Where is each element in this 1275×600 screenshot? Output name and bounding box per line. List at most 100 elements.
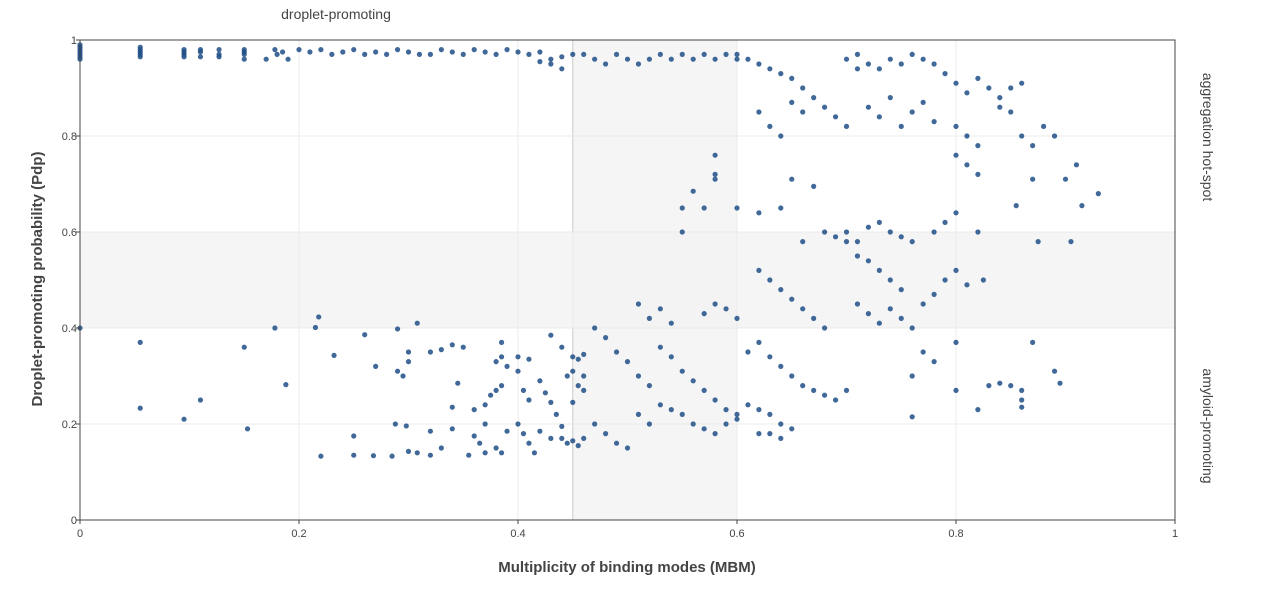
data-point [1013,203,1019,209]
data-point [679,205,685,211]
data-point [1008,383,1014,389]
data-point [1035,239,1041,245]
data-point [427,51,433,58]
data-point [241,49,247,55]
data-point [745,402,751,408]
data-point [975,143,981,149]
data-point [592,421,598,427]
data-point [272,47,278,53]
data-point [679,411,685,417]
data-point [460,51,466,58]
data-point [373,49,379,55]
plot-frame [79,39,1176,521]
data-point [898,315,904,321]
data-point [449,342,455,348]
data-point [931,291,937,297]
data-point [964,162,970,168]
data-point [493,359,499,365]
data-point [800,239,806,245]
data-point [832,114,839,120]
data-point [756,61,762,67]
data-point [657,344,663,350]
data-point [482,49,488,55]
data-point [800,85,806,91]
data-point [690,421,696,427]
data-point [997,95,1003,101]
data-point [373,363,379,369]
data-point [909,325,915,331]
data-point [734,416,740,422]
annotation-droplet-promoting: droplet-promoting [281,6,391,22]
data-point [778,421,784,427]
data-point [800,383,806,389]
data-point [953,267,959,273]
data-point [909,51,915,58]
data-point [767,277,773,283]
data-point [384,51,390,58]
data-point [613,51,620,58]
data-point [756,339,762,345]
data-point [493,51,499,58]
data-point [575,356,581,362]
data-point [581,51,587,58]
data-point [887,229,893,235]
data-point [843,387,850,393]
data-point [723,51,729,58]
data-point [701,311,707,317]
data-point [953,339,959,345]
data-point [498,383,505,389]
data-point [438,47,444,53]
data-point [137,44,143,50]
data-point [646,383,653,389]
data-point [624,56,631,62]
data-point [603,335,609,341]
data-point [592,325,598,331]
data-point [887,56,893,62]
data-point [244,426,251,432]
data-point [975,407,981,413]
data-point [283,382,289,388]
x-tick-label: 0.6 [729,528,744,540]
data-point [455,380,461,386]
data-point [767,66,773,72]
data-point [635,61,642,67]
data-point [865,224,872,230]
data-point [466,452,472,458]
data-point [362,332,368,338]
data-point [690,378,696,384]
data-point [312,324,319,331]
data-point [581,351,587,357]
x-tick-label: 0.8 [948,528,963,540]
data-point [942,277,948,283]
data-point [975,75,981,81]
data-point [953,152,959,158]
data-point [964,90,970,96]
data-point [920,99,926,105]
data-point [657,306,663,312]
data-point [181,54,187,60]
data-point [449,426,455,432]
data-point [887,277,893,283]
data-point [822,392,828,398]
data-point [997,380,1003,386]
data-point [570,438,576,444]
data-point [712,176,718,182]
data-point [778,133,784,139]
data-point [822,104,828,110]
data-point [515,368,521,374]
data-point [1008,85,1014,91]
data-point [745,349,751,355]
data-point [137,405,143,411]
data-point [789,176,795,182]
data-point [909,414,915,420]
data-point [1079,203,1085,209]
data-point [526,397,532,403]
data-point [712,152,718,158]
data-point [690,56,696,62]
data-point [351,433,357,439]
data-point [403,423,409,429]
data-point [712,171,718,177]
annotation-amyloid-promoting: amyloid-promoting [1200,368,1216,483]
data-point [570,51,576,58]
